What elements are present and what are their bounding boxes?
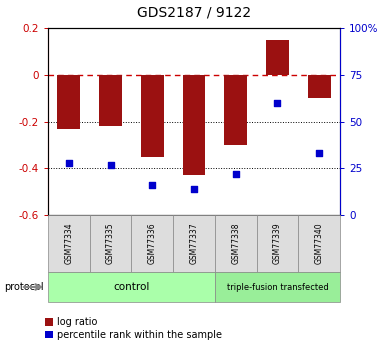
Text: GSM77334: GSM77334 [64,223,73,264]
Legend: log ratio, percentile rank within the sample: log ratio, percentile rank within the sa… [45,317,222,340]
Bar [256,215,298,272]
Text: GSM77338: GSM77338 [231,223,240,264]
Text: GSM77339: GSM77339 [273,223,282,264]
Bar [141,75,164,157]
Text: GSM77336: GSM77336 [148,223,157,264]
Point [274,100,281,106]
Text: GSM77337: GSM77337 [189,223,199,264]
Point [66,160,72,165]
Text: triple-fusion transfected: triple-fusion transfected [227,283,328,292]
Bar [48,272,215,302]
Point [107,162,114,167]
Bar [57,75,80,128]
Bar [215,272,340,302]
Bar [224,75,247,145]
Text: GDS2187 / 9122: GDS2187 / 9122 [137,5,251,19]
Bar [308,75,331,98]
Bar [182,75,206,175]
Bar [48,215,90,272]
Text: GSM77335: GSM77335 [106,223,115,264]
Bar [266,40,289,75]
Text: control: control [113,282,150,292]
Bar [215,215,256,272]
Point [149,182,155,188]
Point [233,171,239,177]
Point [191,186,197,191]
Bar [99,75,122,126]
Bar [173,215,215,272]
Point [316,150,322,156]
Bar [298,215,340,272]
Bar [132,215,173,272]
Text: protocol: protocol [4,282,43,292]
Text: GSM77340: GSM77340 [315,223,324,264]
Bar [90,215,132,272]
